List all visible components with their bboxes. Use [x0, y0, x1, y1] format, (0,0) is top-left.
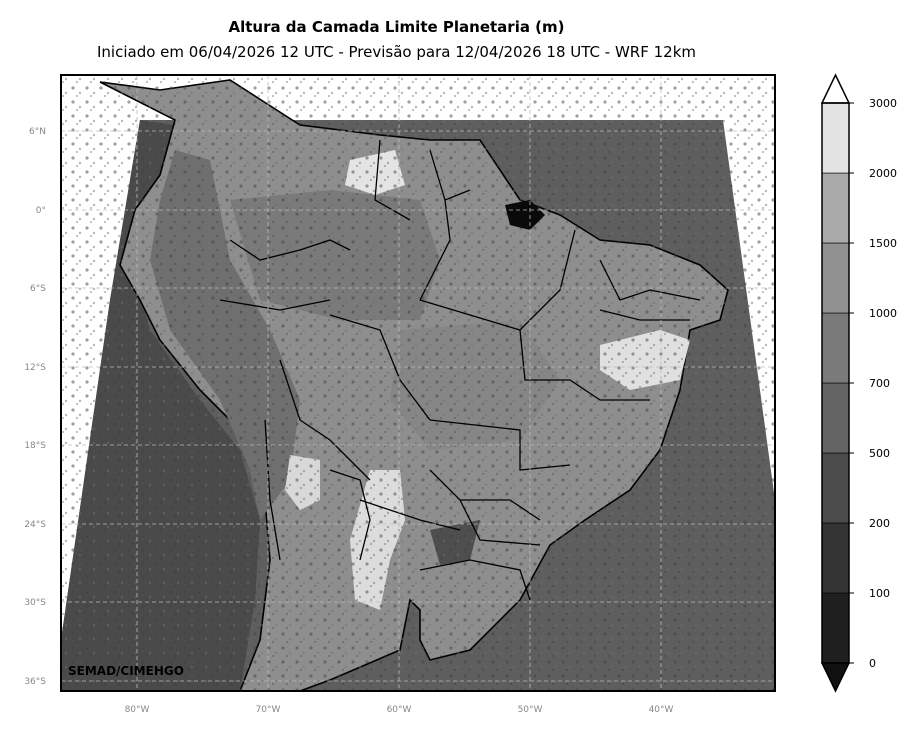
colorbar-segments — [821, 102, 850, 664]
marajo-island — [505, 200, 545, 230]
colorbar-segment — [821, 382, 850, 454]
lat-label-36s: 36°S — [24, 677, 46, 687]
colorbar-segment — [821, 522, 850, 594]
lon-label-50w: 50°W — [518, 705, 543, 715]
map-title: Altura da Camada Limite Planetaria (m) — [228, 18, 565, 36]
colorbar-tick-label: 2000 — [869, 167, 897, 180]
lat-label-0: 0° — [36, 206, 46, 216]
map-frame — [60, 74, 776, 692]
colorbar-tick-label: 0 — [869, 657, 876, 670]
lat-label-18s: 18°S — [24, 441, 46, 451]
lat-label-30s: 30°S — [24, 598, 46, 608]
lon-label-80w: 80°W — [125, 705, 150, 715]
lat-label-6n: 6°N — [29, 127, 46, 137]
colorbar-segment — [821, 592, 850, 664]
credit-label: SEMAD/CIMEHGO — [68, 664, 184, 678]
map-subtitle: Iniciado em 06/04/2026 12 UTC - Previsão… — [96, 43, 697, 61]
field-texture — [61, 75, 775, 691]
colorbar: 0 100 200 500 700 1000 1500 2000 3000 — [820, 73, 897, 693]
lat-labels: 6°N 0° 6°S 12°S 18°S 24°S 30°S 36°S — [24, 127, 46, 687]
colorbar-segment — [821, 242, 850, 314]
colorbar-tick-label: 200 — [869, 517, 890, 530]
lon-label-70w: 70°W — [256, 705, 281, 715]
colorbar-extend-low — [820, 662, 851, 693]
lon-label-60w: 60°W — [387, 705, 412, 715]
state-and-country-borders — [219, 139, 701, 601]
colorbar-tick-label: 500 — [869, 447, 890, 460]
graticule — [61, 75, 775, 691]
colorbar-tick-label: 1000 — [869, 307, 897, 320]
colorbar-segment — [821, 102, 850, 174]
colorbar-tick-label: 100 — [869, 587, 890, 600]
colorbar-segment — [821, 312, 850, 384]
colorbar-extend-high — [820, 73, 851, 104]
colorbar-segment — [821, 172, 850, 244]
colorbar-ticks: 0 100 200 500 700 1000 1500 2000 3000 — [849, 97, 897, 670]
colorbar-tick-label: 1500 — [869, 237, 897, 250]
colorbar-tick-label: 3000 — [869, 97, 897, 110]
map-area — [61, 75, 775, 691]
lon-label-40w: 40°W — [649, 705, 674, 715]
lon-labels: 80°W 70°W 60°W 50°W 40°W — [125, 705, 674, 715]
lat-label-12s: 12°S — [24, 363, 46, 373]
lat-label-6s: 6°S — [30, 284, 46, 294]
colorbar-segment — [821, 452, 850, 524]
lat-label-24s: 24°S — [24, 520, 46, 530]
colorbar-tick-label: 700 — [869, 377, 890, 390]
